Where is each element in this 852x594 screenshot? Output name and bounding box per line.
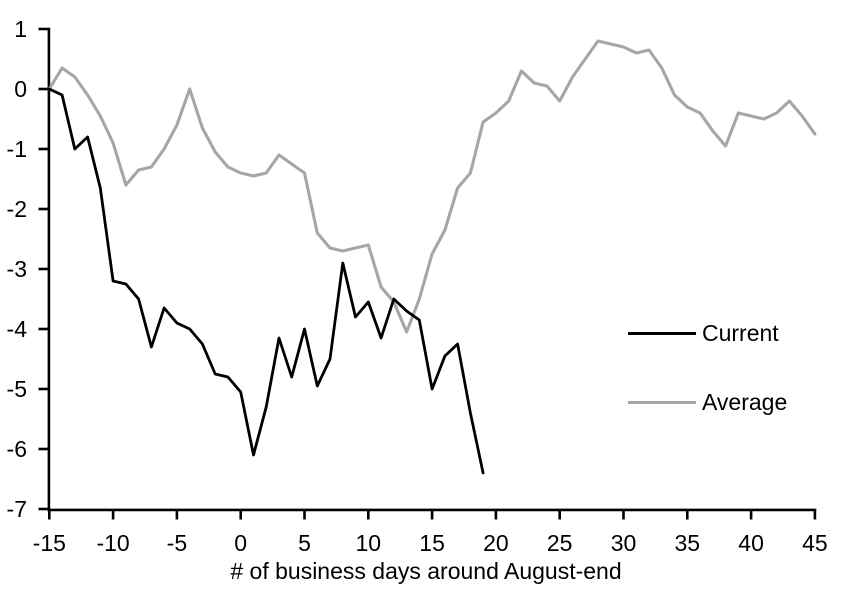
y-tick-label: -2 [7, 196, 27, 222]
legend-item-average: Average [628, 388, 787, 416]
y-tick-label: -6 [7, 436, 27, 462]
x-tick-label: 20 [483, 530, 509, 556]
y-tick-label: -5 [7, 376, 27, 402]
x-tick-label: 5 [298, 530, 311, 556]
current-line-swatch [628, 331, 696, 335]
x-tick-label: 35 [675, 530, 701, 556]
legend-item-current: Current [628, 319, 787, 347]
x-axis-title: # of business days around August-end [230, 558, 622, 584]
y-tick-label: -7 [7, 496, 27, 522]
x-tick-label: 40 [738, 530, 764, 556]
x-tick-label: 45 [802, 530, 828, 556]
x-tick-label: -10 [96, 530, 129, 556]
y-tick-label: -4 [7, 316, 28, 342]
legend-label-average: Average [702, 389, 788, 415]
x-tick-label: 30 [611, 530, 637, 556]
y-tick-label: 1 [14, 16, 27, 42]
legend: Current Average [628, 319, 787, 416]
average-line-swatch [628, 400, 696, 404]
y-tick-label: 0 [14, 76, 27, 102]
x-tick-label: 25 [547, 530, 573, 556]
x-tick-label: 15 [419, 530, 445, 556]
x-tick-label: -15 [33, 530, 66, 556]
y-tick-label: -1 [7, 136, 27, 162]
x-tick-label: -5 [167, 530, 187, 556]
x-tick-label: 0 [234, 530, 247, 556]
y-tick-label: -3 [7, 256, 27, 282]
series-average-line [47, 39, 817, 334]
legend-label-current: Current [702, 320, 779, 346]
series-current-line [47, 87, 485, 475]
x-tick-label: 10 [356, 530, 382, 556]
